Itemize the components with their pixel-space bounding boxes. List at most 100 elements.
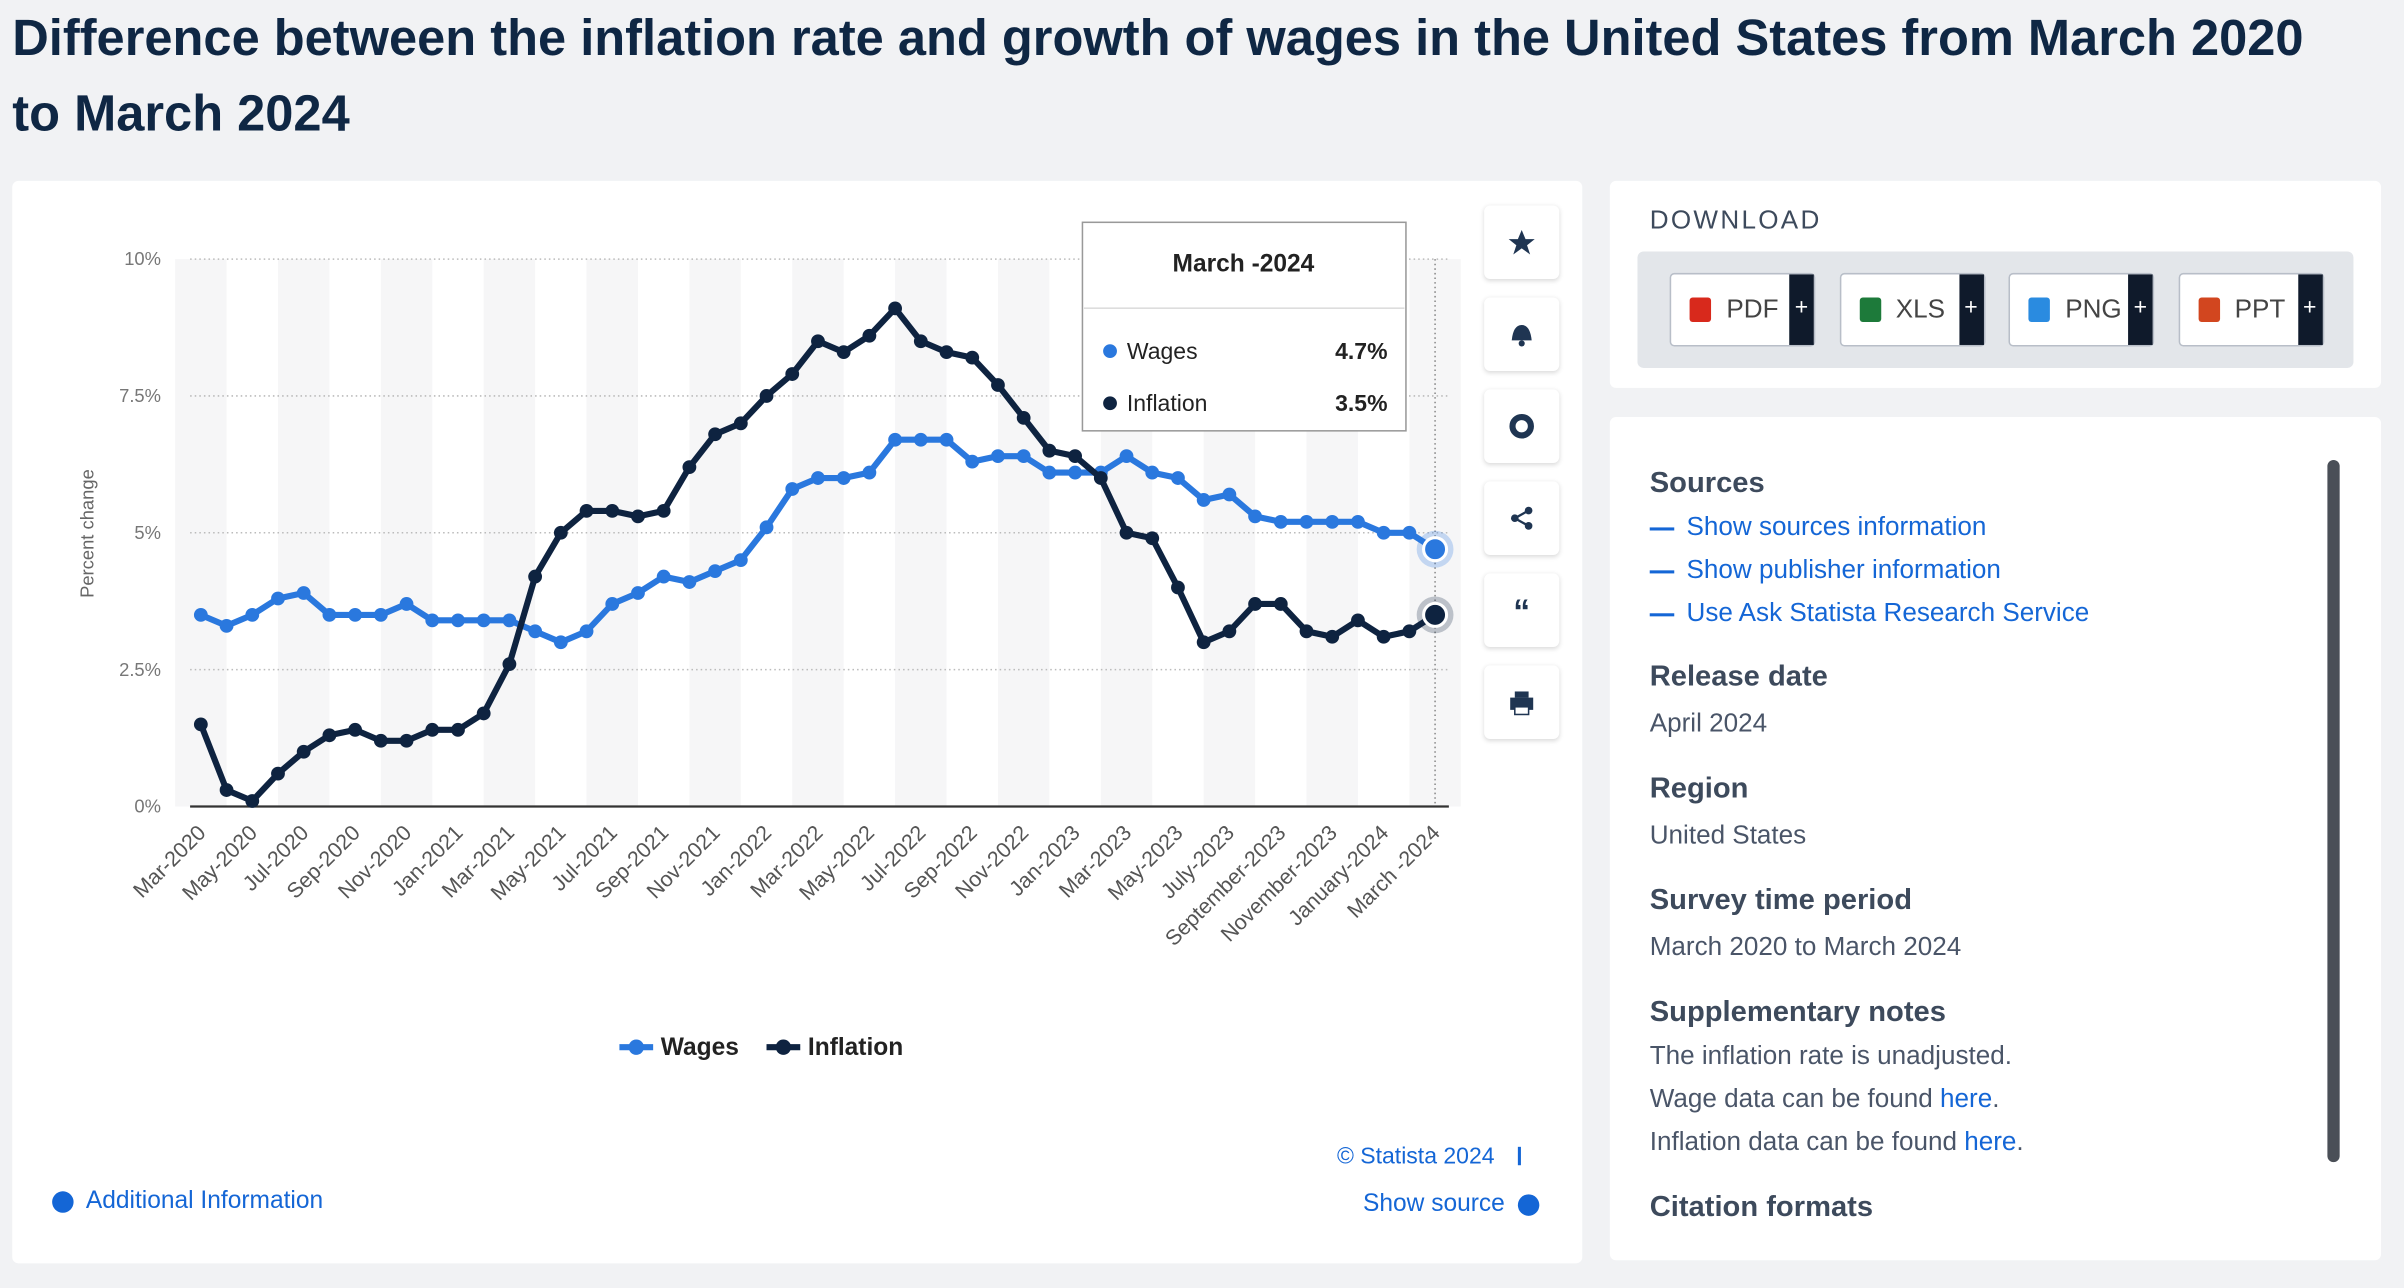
- download-title: DOWNLOAD: [1649, 205, 1822, 235]
- print-button[interactable]: [1484, 665, 1560, 740]
- legend-dot: [628, 1039, 644, 1055]
- data-point: [193, 717, 208, 732]
- data-point: [1068, 449, 1082, 464]
- data-point: [1248, 509, 1262, 524]
- data-point: [991, 378, 1005, 392]
- cite-button[interactable]: “: [1484, 573, 1560, 648]
- y-tick-label: 5%: [134, 522, 161, 543]
- flag-icon: [1517, 1146, 1533, 1166]
- background-band: [586, 259, 638, 807]
- data-point: [528, 624, 543, 639]
- data-point: [785, 367, 800, 381]
- data-point: [219, 783, 234, 797]
- add-icon: +: [1958, 274, 1984, 345]
- data-point: [322, 728, 337, 743]
- data-point: [553, 635, 568, 650]
- data-point: [1196, 493, 1211, 507]
- note-text: .: [2016, 1126, 2024, 1157]
- additional-info-link[interactable]: Additional Information: [85, 1188, 324, 1215]
- y-tick-label: 7.5%: [119, 385, 161, 406]
- data-point: [1222, 624, 1237, 639]
- details-card: [1609, 417, 2382, 1261]
- data-point: [785, 482, 800, 496]
- data-point: [296, 586, 311, 600]
- data-point: [965, 454, 980, 469]
- download-button[interactable]: XLS +: [1839, 272, 1985, 347]
- data-point: [271, 591, 285, 606]
- data-point: [425, 722, 440, 737]
- source-link[interactable]: Show publisher information: [1686, 555, 2001, 585]
- data-point: [1325, 629, 1340, 644]
- source-link-row[interactable]: Show sources information: [1649, 506, 2309, 549]
- data-point: [631, 509, 645, 524]
- source-link[interactable]: Use Ask Statista Research Service: [1686, 597, 2090, 628]
- data-point: [1325, 514, 1340, 529]
- note-text: The inflation rate is unadjusted.: [1649, 1041, 2012, 1071]
- legend-label[interactable]: Wages: [661, 1034, 739, 1061]
- data-point: [1402, 624, 1417, 639]
- data-point: [811, 471, 825, 485]
- data-point: [296, 744, 311, 759]
- section-title: Release date: [1649, 660, 1828, 694]
- section-title: Citation formats: [1649, 1191, 1874, 1224]
- download-button[interactable]: PPT +: [2177, 272, 2324, 347]
- data-point: [399, 733, 414, 748]
- data-point: [939, 432, 954, 447]
- show-source-link[interactable]: Show source: [1363, 1191, 1505, 1218]
- info-icon: [1517, 1194, 1540, 1216]
- data-point: [245, 607, 260, 622]
- data-point: [1351, 514, 1365, 529]
- tooltip-value: 4.7%: [1335, 338, 1387, 364]
- data-point: [451, 613, 465, 628]
- data-point: [1422, 601, 1449, 628]
- svg-text:“: “: [1513, 592, 1530, 630]
- credit: © Statista 2024: [1336, 1143, 1495, 1170]
- data-point: [888, 301, 903, 316]
- data-point: [425, 613, 440, 628]
- data-point: [888, 432, 903, 447]
- section-title: Region: [1649, 772, 1749, 805]
- arrow-icon: [1649, 612, 1675, 616]
- data-point: [1145, 531, 1160, 546]
- scrollbar: [2327, 459, 2340, 1163]
- data-point: [862, 328, 877, 343]
- format-icon: [2028, 297, 2050, 322]
- share-button[interactable]: [1484, 481, 1560, 556]
- data-point: [528, 569, 543, 584]
- data-point: [1119, 525, 1134, 540]
- note-link[interactable]: here: [1964, 1126, 2017, 1157]
- source-link-row[interactable]: Use Ask Statista Research Service: [1649, 592, 2309, 635]
- data-point: [1068, 465, 1082, 480]
- section-title: Survey time period: [1649, 884, 1912, 917]
- data-point: [579, 624, 594, 639]
- data-point: [836, 471, 851, 485]
- data-point: [373, 733, 388, 748]
- source-link-row[interactable]: Show publisher information: [1649, 549, 2309, 592]
- tooltip-name: Inflation: [1127, 390, 1208, 416]
- data-point: [965, 350, 980, 365]
- format-label: XLS: [1895, 294, 1946, 324]
- data-point: [913, 334, 928, 349]
- notification-button[interactable]: [1484, 297, 1560, 372]
- data-point: [656, 569, 671, 584]
- y-tick-label: 0%: [134, 796, 161, 817]
- tooltip-dot: [1103, 344, 1117, 359]
- download-button[interactable]: PDF +: [1669, 272, 1816, 347]
- data-point: [1145, 465, 1160, 480]
- data-point: [733, 416, 748, 431]
- note-link[interactable]: here: [1940, 1083, 1993, 1114]
- data-point: [1376, 629, 1391, 644]
- data-point: [399, 597, 414, 611]
- data-point: [759, 520, 774, 535]
- data-point: [1299, 624, 1314, 639]
- source-link[interactable]: Show sources information: [1686, 512, 1987, 542]
- data-point: [682, 460, 697, 475]
- data-point: [1042, 465, 1057, 480]
- favorite-button[interactable]: [1484, 205, 1560, 280]
- download-button[interactable]: PNG +: [2008, 272, 2155, 347]
- settings-button[interactable]: [1484, 389, 1560, 464]
- legend-label[interactable]: Inflation: [808, 1034, 903, 1061]
- note-text: .: [1992, 1083, 2000, 1114]
- note: Inflation data can be found here.: [1650, 1121, 2309, 1164]
